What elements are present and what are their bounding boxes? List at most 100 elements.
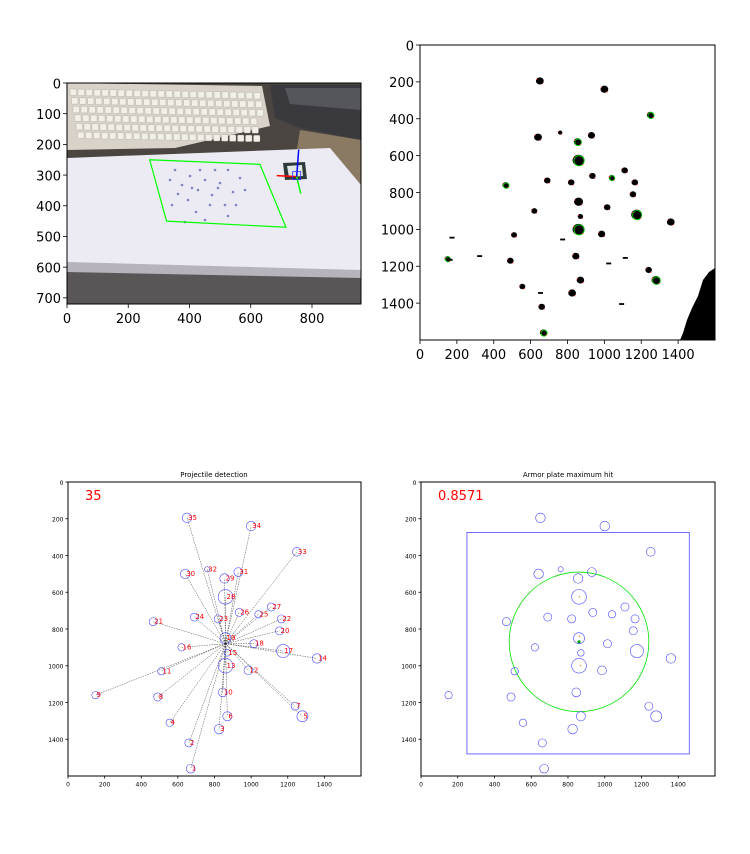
x-tick-label: 0 bbox=[419, 782, 423, 789]
projectile-circle bbox=[214, 724, 225, 735]
ray bbox=[190, 643, 226, 769]
projectile-label: 23 bbox=[219, 615, 228, 623]
projectile-label: 21 bbox=[154, 618, 163, 626]
blob bbox=[576, 276, 585, 284]
y-tick-label: 800 bbox=[52, 627, 64, 634]
ray bbox=[194, 616, 226, 644]
chart-title: Armor plate maximum hit bbox=[523, 471, 614, 479]
y-tick-label: 500 bbox=[36, 231, 61, 246]
projectile-circle bbox=[296, 710, 309, 723]
projectile-label: 10 bbox=[224, 688, 233, 696]
y-tick-label: 800 bbox=[405, 627, 417, 634]
projectile-circle bbox=[557, 566, 564, 573]
y-tick-label: 600 bbox=[36, 261, 61, 276]
x-tick-label: 200 bbox=[452, 782, 464, 789]
x-tick-label: 600 bbox=[172, 782, 184, 789]
projectile-circle bbox=[165, 718, 174, 727]
y-tick-label: 200 bbox=[389, 76, 414, 91]
ray bbox=[188, 643, 226, 744]
blob bbox=[557, 130, 563, 135]
chart-title: Projectile detection bbox=[180, 471, 247, 479]
projectile-label: 12 bbox=[249, 666, 258, 674]
pose-axes bbox=[276, 149, 302, 194]
y-tick-label: 200 bbox=[52, 517, 64, 524]
y-tick-label: 400 bbox=[52, 553, 64, 560]
projectile-circle bbox=[573, 632, 585, 644]
y-tick-label: 100 bbox=[36, 108, 61, 123]
blob bbox=[629, 191, 637, 198]
projectile-circle bbox=[571, 589, 587, 605]
pose-axis-x bbox=[276, 174, 297, 178]
projectile-circle bbox=[234, 608, 244, 617]
projectile-circle bbox=[506, 692, 516, 702]
projectile-circle bbox=[599, 521, 610, 532]
ray bbox=[186, 517, 226, 644]
x-tick-label: 1200 bbox=[634, 782, 649, 789]
x-tick-label: 400 bbox=[136, 782, 148, 789]
ray bbox=[161, 643, 226, 672]
projectile-label: 24 bbox=[195, 613, 204, 621]
panel-binary-mask: 0 200 400 600 800 1000 1200 1400 0 200 400 600 800 10… bbox=[381, 39, 716, 363]
y-tick-label: 0 bbox=[406, 39, 414, 54]
x-tick-label: 1200 bbox=[625, 348, 658, 363]
ray bbox=[225, 643, 303, 717]
projectile-circle bbox=[543, 612, 553, 622]
projectile-circle bbox=[535, 512, 546, 523]
y-tick-label: 0 bbox=[413, 480, 417, 487]
y-tick-label: 1200 bbox=[48, 700, 63, 707]
blob bbox=[531, 208, 538, 214]
projectile-label: 25 bbox=[259, 610, 268, 618]
projectile-circle bbox=[266, 602, 276, 612]
x-tick-label: 200 bbox=[444, 348, 469, 363]
projectile-circle bbox=[311, 653, 323, 664]
hit-ratio: 0.8571 bbox=[438, 489, 484, 504]
ray bbox=[225, 643, 296, 707]
projectile-label: 17 bbox=[284, 647, 293, 655]
y-tick-label: 1400 bbox=[381, 297, 414, 312]
projectile-circle bbox=[629, 644, 644, 658]
y-tick-label: 1000 bbox=[401, 664, 416, 671]
y-tick-label: 600 bbox=[405, 590, 417, 597]
ray bbox=[169, 643, 226, 723]
projectile-label: 34 bbox=[252, 522, 261, 530]
projectile-label: 2 bbox=[190, 739, 194, 747]
projectile-label: 35 bbox=[188, 514, 197, 522]
y-tick-label: 200 bbox=[405, 517, 417, 524]
projectile-label: 19 bbox=[226, 634, 235, 642]
projectile-label: 32 bbox=[208, 565, 217, 573]
ray bbox=[225, 571, 239, 644]
blob bbox=[538, 303, 545, 310]
blob bbox=[572, 252, 580, 260]
x-tick-label: 200 bbox=[99, 782, 111, 789]
y-tick-label: 400 bbox=[389, 113, 414, 128]
y-tick-label: 600 bbox=[389, 150, 414, 165]
projectile-circle bbox=[628, 626, 638, 636]
projectile-circle bbox=[254, 610, 263, 619]
projectile-circle bbox=[153, 692, 163, 702]
projectile-circle bbox=[571, 687, 581, 698]
projectile-label: 7 bbox=[296, 702, 300, 710]
x-tick-label: 800 bbox=[562, 782, 574, 789]
panel-camera-image: 0 200 400 600 800 0 100 200 300 400 500 600 700 bbox=[36, 77, 362, 327]
projectile-label: 27 bbox=[272, 603, 281, 611]
projectile-circle bbox=[588, 608, 598, 617]
ray bbox=[225, 551, 298, 644]
projectile-circle bbox=[510, 667, 519, 676]
y-tick-label: 800 bbox=[389, 187, 414, 202]
x-tick-label: 800 bbox=[209, 782, 221, 789]
armor-plate-quad bbox=[148, 159, 287, 228]
blob bbox=[600, 85, 609, 93]
x-tick-label: 1000 bbox=[588, 348, 621, 363]
y-tick-label: 300 bbox=[36, 169, 61, 184]
projectile-circle bbox=[444, 691, 453, 700]
projectile-circle bbox=[246, 521, 257, 532]
projectile-circle bbox=[567, 614, 577, 624]
ray bbox=[157, 643, 226, 698]
y-tick-label: 0 bbox=[53, 77, 61, 92]
blob bbox=[598, 230, 606, 238]
projectile-circle bbox=[213, 614, 223, 624]
projectile-circle bbox=[292, 547, 302, 557]
blob bbox=[507, 257, 514, 264]
y-tick-label: 600 bbox=[52, 590, 64, 597]
